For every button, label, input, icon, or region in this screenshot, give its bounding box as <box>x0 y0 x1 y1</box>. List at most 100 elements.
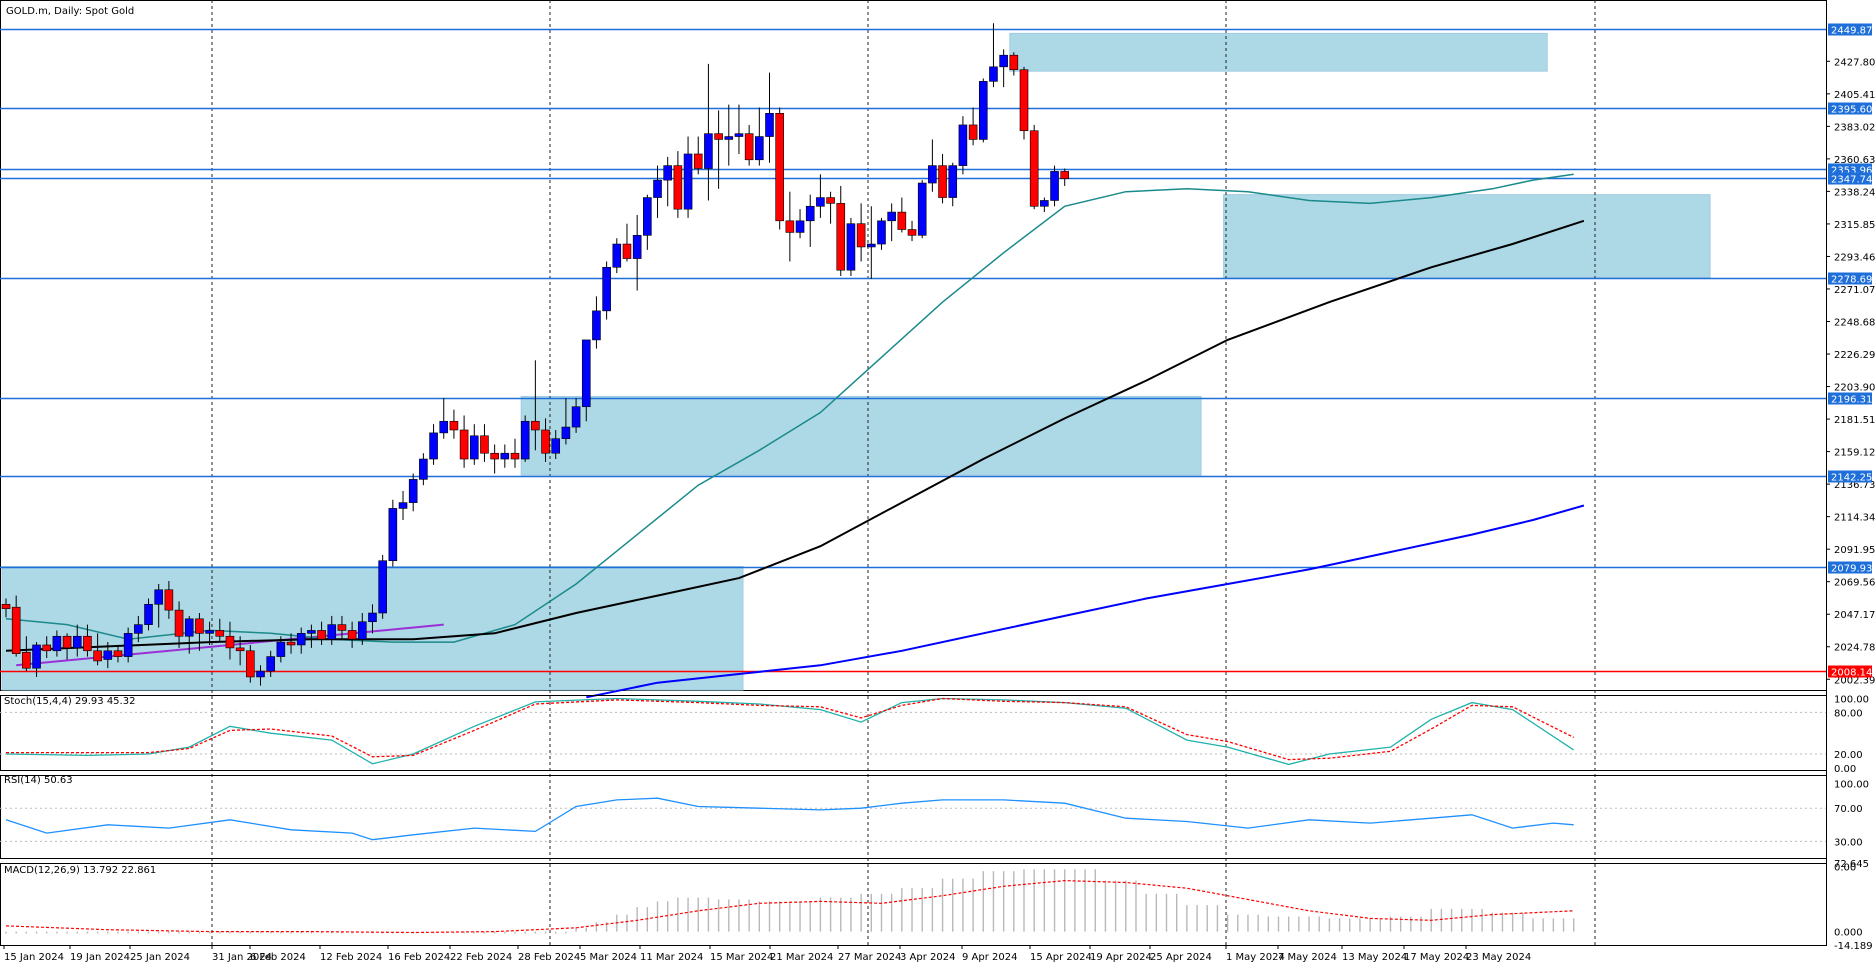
candle-body <box>225 635 235 649</box>
indicator-series-line <box>5 797 1574 841</box>
candle-body <box>368 612 377 623</box>
candle-body <box>72 635 82 649</box>
candle-body <box>327 624 337 640</box>
candle-body <box>897 211 907 230</box>
time-tick-label: 1 May 2024 <box>1226 952 1285 963</box>
candle-body <box>103 650 113 660</box>
candle-body <box>134 624 143 634</box>
candle-body <box>184 618 194 637</box>
candle-body <box>449 420 459 431</box>
candle-body <box>32 644 41 669</box>
candle-body <box>266 656 275 672</box>
candle-body <box>673 165 683 210</box>
time-tick-label: 6 Feb 2024 <box>250 952 306 963</box>
time-tick-label: 25 Jan 2024 <box>130 952 190 963</box>
candle-body <box>612 243 622 268</box>
price-tick-label: 2427.80 <box>1834 57 1875 68</box>
candle-body <box>632 235 642 259</box>
time-tick-label: 19 Apr 2024 <box>1090 952 1152 963</box>
candle-body <box>978 81 988 140</box>
candle-body <box>571 406 581 428</box>
candle-body <box>347 630 357 640</box>
price-tick-label: 2383.02 <box>1834 122 1875 133</box>
candle-body <box>551 438 561 454</box>
candle-body <box>785 220 795 233</box>
time-tick-label: 7 May 2024 <box>1278 952 1337 963</box>
candle-body <box>246 650 255 678</box>
candle-body <box>714 133 723 140</box>
candle-body <box>93 650 102 662</box>
indicator-tick-label: 100.00 <box>1834 694 1869 705</box>
candle-body <box>1029 130 1039 207</box>
time-tick-label: 11 Mar 2024 <box>640 952 703 963</box>
candle-body <box>1040 200 1049 207</box>
candle-body <box>693 153 703 169</box>
price-level-tag-label: 2353.96 <box>1831 166 1872 177</box>
candle-body <box>999 54 1008 68</box>
candle-body <box>388 508 398 562</box>
indicator-tick-label: 0.00 <box>1834 862 1856 873</box>
candle-body <box>235 647 245 652</box>
candle-body <box>561 426 571 439</box>
indicator-tick-label: 30.00 <box>1834 837 1863 848</box>
candle-body <box>531 420 540 431</box>
candle-body <box>296 633 306 646</box>
time-axis: 15 Jan 2024 19 Jan 2024 25 Jan 2024 31 Jan … <box>3 945 1531 963</box>
price-level-tag-label: 2196.31 <box>1831 395 1872 406</box>
price-tick-label: 2338.24 <box>1834 187 1875 198</box>
time-tick-label: 25 Apr 2024 <box>1150 952 1212 963</box>
candle-body <box>113 650 123 657</box>
candle-body <box>419 458 428 480</box>
stochastic-title: Stoch(15,4,4) 29.93 45.32 <box>4 696 135 707</box>
candle-body <box>500 452 510 460</box>
candle-body <box>846 223 856 271</box>
candle-body <box>581 339 591 408</box>
candle-body <box>958 124 968 166</box>
candle-body <box>856 223 866 248</box>
price-tick-label: 2226.29 <box>1834 350 1875 361</box>
indicator-series-line <box>6 697 1574 761</box>
price-tick-label: 2159.12 <box>1834 448 1875 459</box>
candle-body <box>1 603 11 609</box>
candle-body <box>276 641 286 657</box>
candle-body <box>337 624 347 631</box>
candle-body <box>653 179 662 198</box>
indicator-tick-label: 80.00 <box>1834 708 1863 719</box>
price-level-tag <box>1828 23 1872 36</box>
time-tick-label: 23 May 2024 <box>1466 952 1531 963</box>
macd-tick-label: -14.189 <box>1834 941 1873 952</box>
price-level-tag-label: 2395.60 <box>1831 105 1872 116</box>
price-level-tag-label: 2142.25 <box>1831 473 1872 484</box>
candle-body <box>215 630 225 637</box>
price-tick-label: 2181.51 <box>1834 415 1875 426</box>
candle-body <box>83 635 92 652</box>
rsi-title: RSI(14) 50.63 <box>4 775 73 786</box>
candle-body <box>866 243 876 248</box>
candle-body <box>1060 171 1070 179</box>
candle-body <box>541 429 550 454</box>
candle-body <box>917 182 927 236</box>
price-level-tag <box>1828 172 1872 185</box>
candle-body <box>663 165 673 181</box>
price-pane[interactable] <box>0 0 1827 945</box>
time-tick-label: 12 Feb 2024 <box>320 952 382 963</box>
candle-body <box>205 630 214 634</box>
price-level-tag-label: 2278.69 <box>1831 275 1872 286</box>
indicator-tick-label: 70.00 <box>1834 804 1863 815</box>
price-level-tag <box>1828 392 1872 405</box>
macd-tick-label: 0.000 <box>1834 928 1863 939</box>
time-tick-label: 19 Jan 2024 <box>70 952 130 963</box>
candle-body <box>1019 69 1029 132</box>
candle-body <box>948 165 958 198</box>
price-tick-label: 2114.34 <box>1834 513 1875 524</box>
candle-body <box>683 153 693 210</box>
candle-body <box>490 452 499 460</box>
time-tick-label: 13 May 2024 <box>1342 952 1407 963</box>
candle-body <box>968 124 978 140</box>
candle-body <box>734 133 744 137</box>
candle-body <box>22 651 31 669</box>
supply-demand-zone <box>1009 32 1548 72</box>
time-tick-label: 15 Mar 2024 <box>710 952 773 963</box>
price-level-tag <box>1828 665 1872 678</box>
candle-body <box>357 621 367 640</box>
